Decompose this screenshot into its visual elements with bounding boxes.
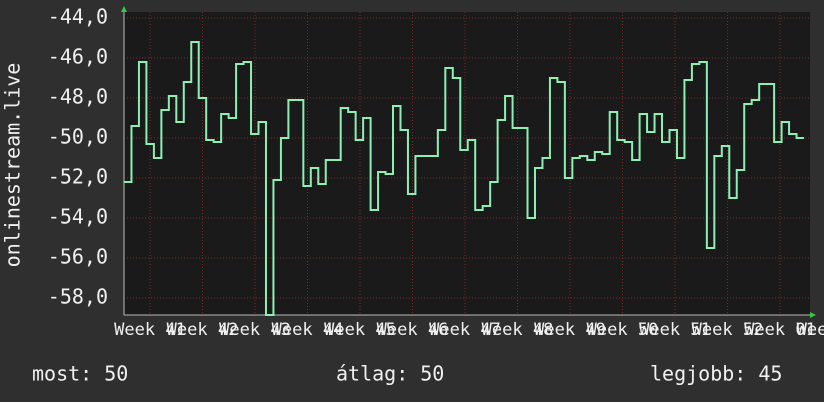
y-tick-label: -56,0 [48,245,108,269]
x-tick-label: Week 46 [377,320,449,340]
y-tick-label: -58,0 [48,285,108,309]
stat-value: 45 [758,362,782,386]
x-axis-arrow [810,312,816,318]
y-tick-label: -46,0 [48,45,108,69]
grid [123,12,810,316]
x-tick-label: Week 47 [429,320,501,340]
y-tick-label: -50,0 [48,125,108,149]
marks [124,41,804,316]
y-axis-title: onlinestream.live [1,63,25,268]
y-tick-label: -48,0 [48,85,108,109]
x-tick-label: Week 49 [534,320,606,340]
x-tick-label: Week 42 [167,320,239,340]
data-line [124,41,804,316]
x-tick-label: Week 48 [482,320,554,340]
plot-area [124,12,810,315]
labels: -44,0 -46,0 -48,0 -50,0 -52,0 -54,0 -56,0 -58,0… [32,5,824,386]
x-tick-label: Week 01 [744,320,816,340]
stat-value: 50 [420,362,444,386]
x-tick-label: Week 45 [324,320,396,340]
y-tick-label: -54,0 [48,205,108,229]
x-tick-label: Week 41 [114,320,186,340]
stat-value: 50 [104,362,128,386]
x-tick-label: Week 51 [639,320,711,340]
y-axis-arrow [121,6,127,12]
y-tick-label: -44,0 [48,5,108,29]
stat-label: átlag: [336,362,408,386]
stat-label: most: [32,362,92,386]
x-tick-label: Week 44 [272,320,344,340]
x-tick-label: Week 02 [797,320,824,340]
x-tick-label: Week 43 [219,320,291,340]
stat-label: legjobb: [650,362,746,386]
x-tick-label: Week 50 [587,320,659,340]
y-tick-label: -52,0 [48,165,108,189]
x-tick-label: Week 52 [692,320,764,340]
